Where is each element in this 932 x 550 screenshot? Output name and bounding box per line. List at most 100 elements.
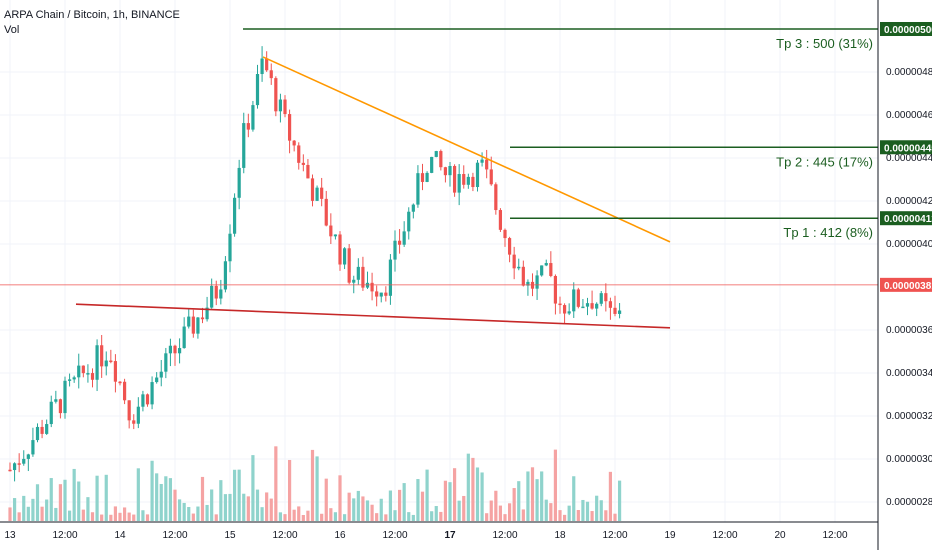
candle-body: [361, 266, 365, 288]
volume-bar: [122, 507, 127, 521]
volume-bar: [210, 489, 214, 521]
current-price-label: 0.00000381: [884, 281, 932, 292]
volume-bar: [338, 475, 342, 521]
candle-body: [127, 400, 131, 421]
support-trendline: [75, 303, 671, 329]
candle-body: [530, 281, 535, 289]
volume-bar: [475, 467, 480, 521]
volume-bar: [567, 505, 571, 521]
candle-body: [370, 282, 374, 292]
candle-body: [439, 151, 443, 168]
candle-body: [255, 74, 260, 106]
candle-body: [480, 159, 484, 163]
target-price-label: 0.00000412: [884, 214, 932, 225]
volume-bar: [329, 508, 333, 521]
candle-body: [283, 99, 287, 115]
time-tick-label: 12:00: [712, 530, 737, 541]
candle-body: [576, 289, 580, 307]
volume-bar: [503, 514, 507, 521]
volume-bar: [480, 472, 484, 521]
candle-body: [448, 165, 452, 176]
time-tick-label: 12:00: [382, 530, 407, 541]
candle-body: [67, 379, 72, 381]
candle-body: [191, 316, 195, 334]
chart-grid: [0, 0, 878, 522]
candle-body: [507, 238, 512, 255]
volume-bar: [118, 512, 122, 521]
volume-bar: [549, 503, 553, 521]
candle-body: [219, 289, 223, 299]
volume-bar: [361, 496, 365, 521]
candle-body: [553, 275, 558, 304]
candle-body: [269, 70, 273, 79]
volume-bar: [375, 513, 379, 521]
candle-body: [352, 279, 356, 283]
candle-body: [251, 105, 255, 130]
volume-bar: [223, 494, 228, 521]
drawing-layer: Tp 3 : 500 (31%) Tp 2 : 445 (17%) Tp 1 : 4…: [0, 28, 878, 329]
time-tick-label: 12:00: [602, 530, 627, 541]
candle-body: [347, 248, 351, 283]
volume-bar: [535, 479, 539, 521]
volume-bar: [485, 513, 489, 521]
candle-body: [338, 234, 342, 265]
candle-body: [164, 353, 168, 372]
time-tick-label: 16: [334, 530, 346, 541]
volume-bar: [17, 512, 21, 521]
candle-body: [443, 167, 448, 176]
volume-bar: [63, 479, 67, 521]
candle-body: [498, 210, 503, 230]
candle-body: [306, 164, 310, 179]
candle-body: [63, 380, 67, 414]
volume-bar: [205, 504, 209, 521]
candle-body: [150, 382, 154, 405]
volume-bar: [448, 482, 452, 521]
candle-body: [452, 165, 457, 193]
candle-body: [489, 169, 493, 185]
volume-bar: [265, 492, 269, 521]
candle-body: [72, 377, 76, 380]
volume-bar: [72, 468, 76, 521]
candle-body: [356, 266, 360, 280]
volume-bar: [457, 500, 461, 521]
volume-bar: [269, 498, 273, 521]
candle-body: [118, 381, 122, 384]
volume-bar: [187, 507, 191, 521]
volume-bar: [274, 446, 278, 521]
time-tick-label: 19: [664, 530, 676, 541]
volume-bar: [315, 456, 319, 521]
volume-bar: [416, 479, 420, 521]
target-price-badge: [880, 140, 932, 155]
volume-bar: [425, 469, 429, 521]
candle-body: [196, 317, 200, 334]
candle-body: [40, 426, 44, 434]
time-axis: 13 12:00 14 12:00 15 12:00 16 12:00 17 12:00 18 12:…: [0, 521, 878, 541]
candle-body: [567, 311, 571, 314]
candle-body: [12, 463, 17, 471]
candle-body: [503, 229, 507, 239]
volume-bar: [420, 491, 425, 521]
volume-bar: [512, 488, 516, 521]
volume-bar: [352, 498, 356, 521]
volume-bar: [599, 500, 603, 521]
time-tick-label: 18: [554, 530, 566, 541]
candle-body: [155, 377, 159, 383]
volume-bar: [540, 471, 544, 521]
candle-body: [246, 123, 250, 130]
volume-bar: [95, 475, 99, 521]
candle-body: [58, 399, 63, 414]
candle-body: [333, 234, 338, 237]
candle-body: [590, 303, 594, 309]
target-label: Tp 2 : 445 (17%): [776, 154, 873, 169]
volume-bar: [150, 460, 154, 521]
volume-bar: [237, 469, 241, 521]
volume-bar: [45, 499, 49, 521]
volume-bar: [617, 480, 622, 521]
time-tick-label: 12:00: [492, 530, 517, 541]
candle-body: [49, 401, 53, 425]
